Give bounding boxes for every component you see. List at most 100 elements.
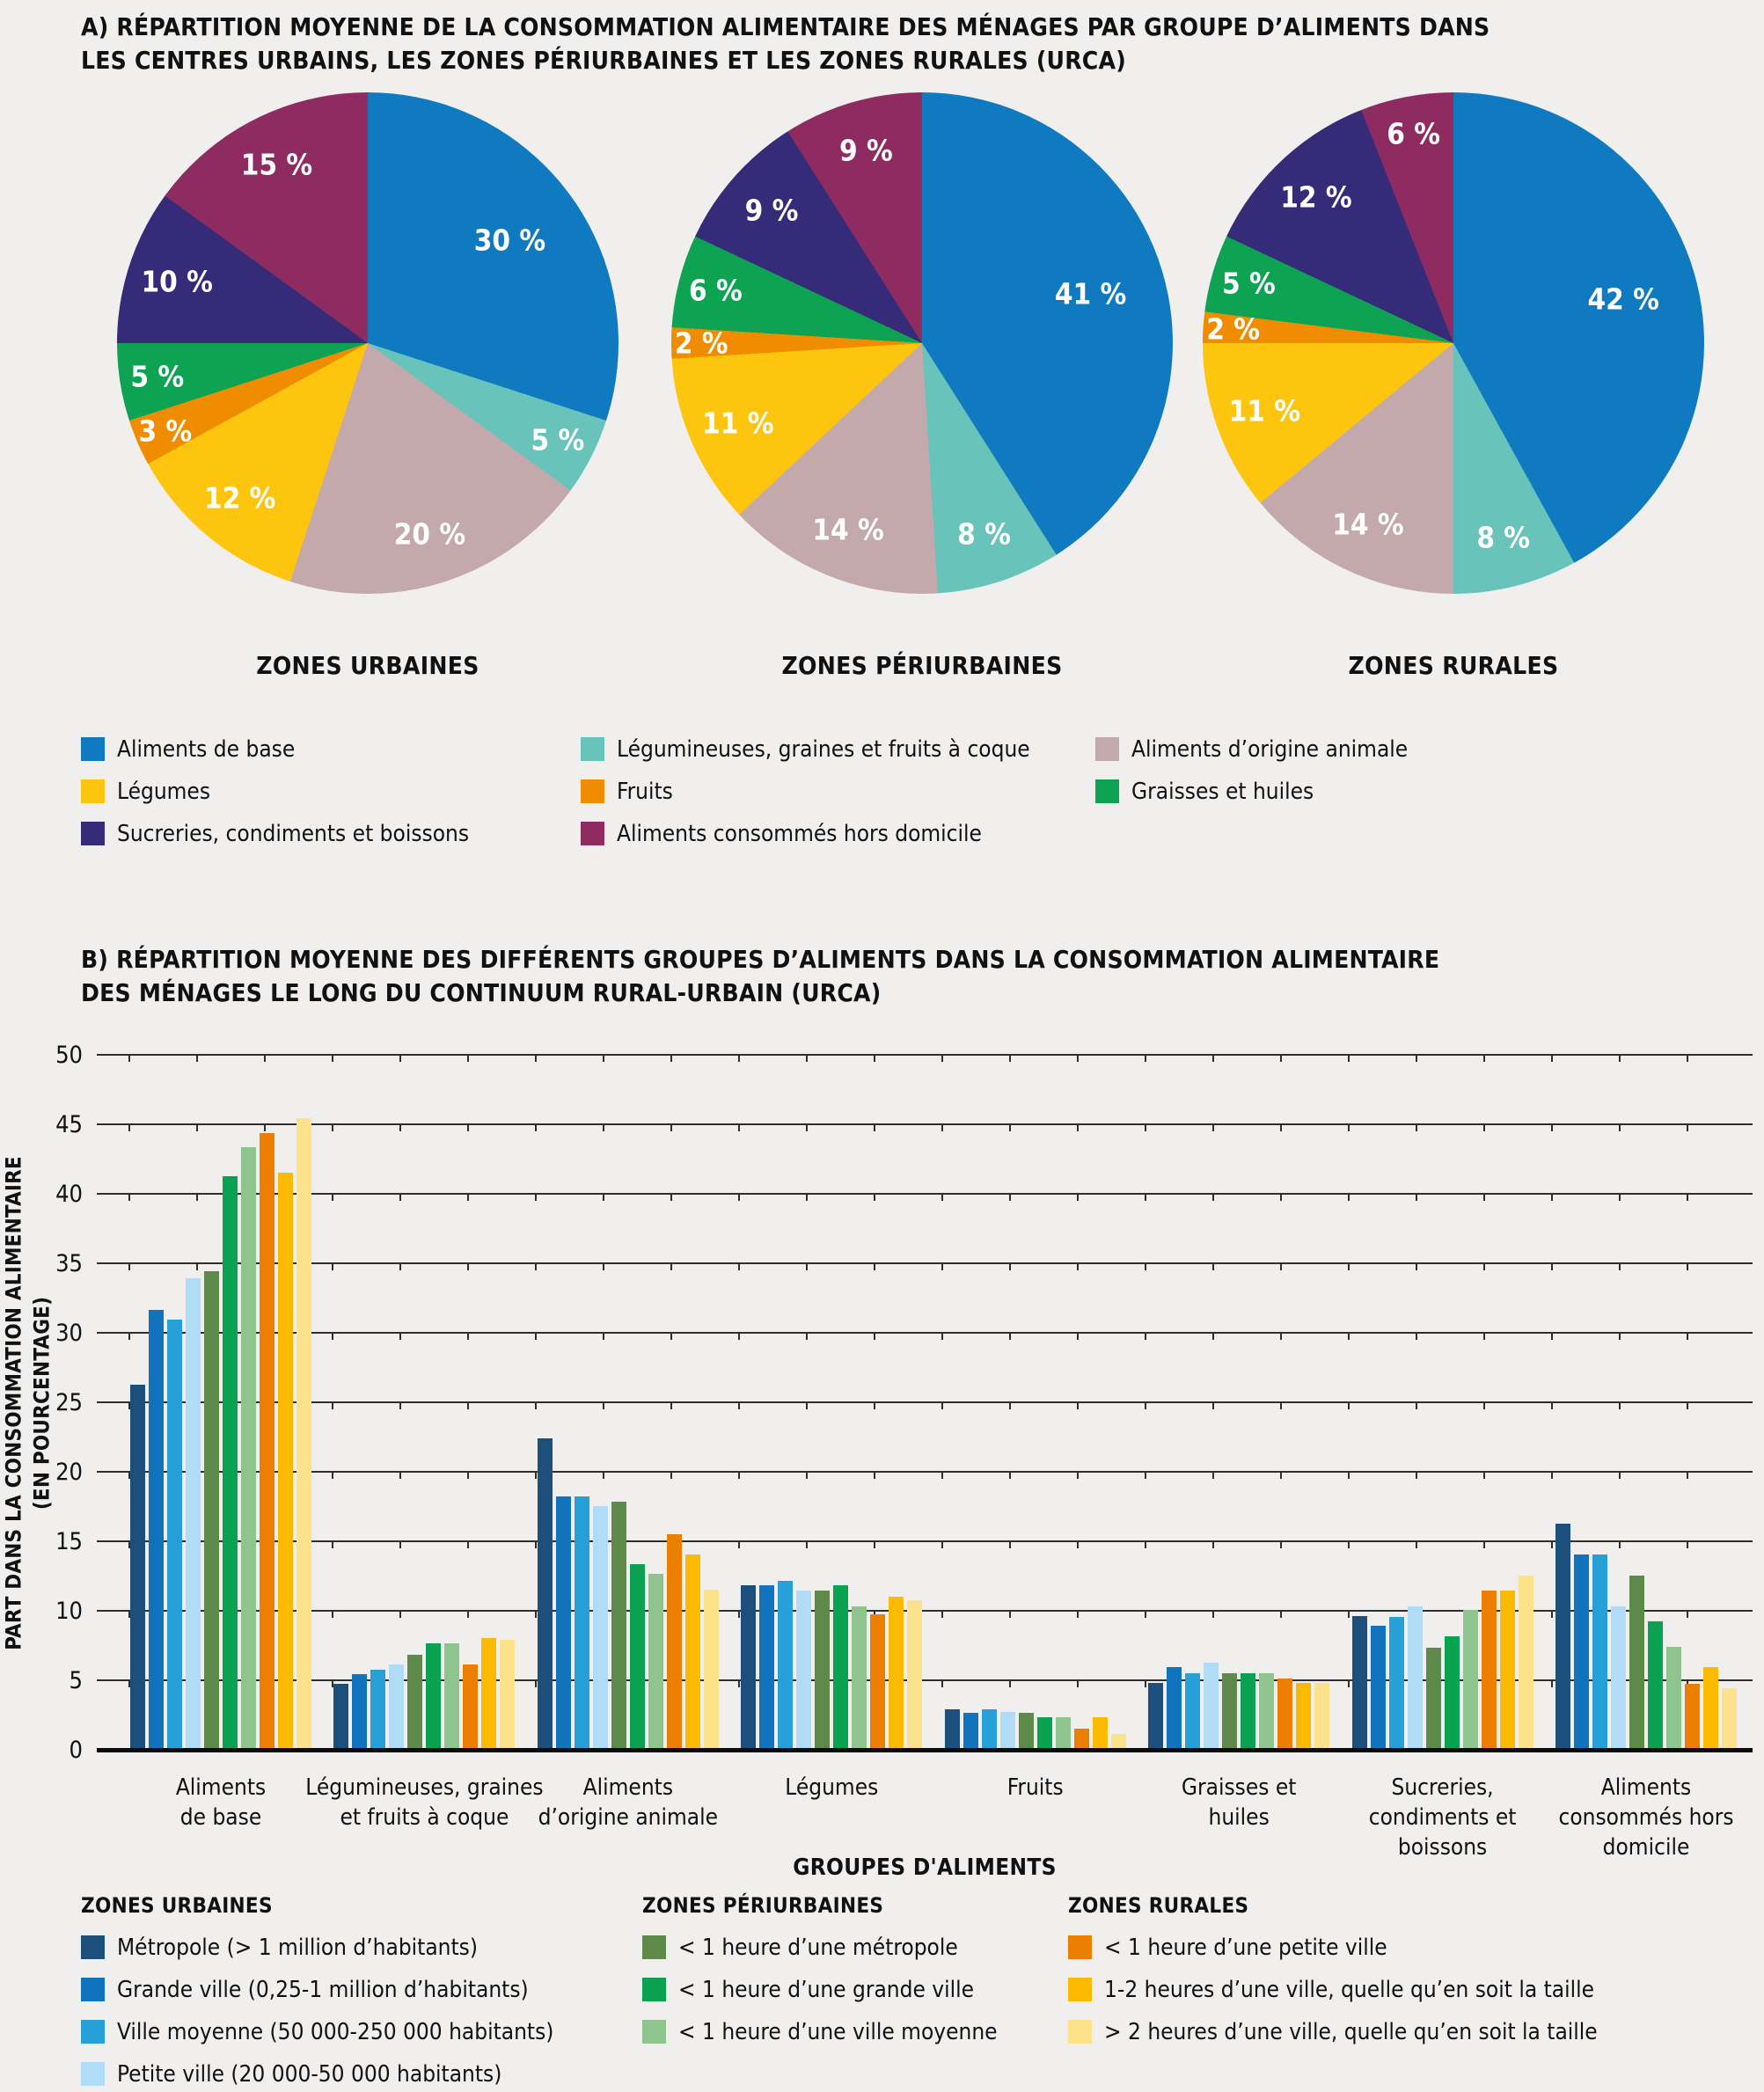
bar xyxy=(167,1320,182,1751)
pie-slice-value: 9 % xyxy=(839,133,893,168)
legend-label: Petite ville (20 000-50 000 habitants) xyxy=(117,2060,502,2088)
bar xyxy=(1241,1672,1256,1751)
bar xyxy=(1314,1682,1330,1751)
legend-swatch xyxy=(81,2020,105,2044)
legend-swatch xyxy=(1095,779,1119,803)
category-label: Légumes xyxy=(785,1774,879,1801)
legend-swatch xyxy=(642,1978,666,2001)
bar xyxy=(833,1584,849,1751)
legend-label: Aliments d’origine animale xyxy=(1131,735,1409,763)
bar xyxy=(130,1385,145,1751)
legend-a-column-1: Aliments de base Légumes Sucreries, condim… xyxy=(81,736,469,864)
category-label: Fruits xyxy=(1006,1774,1064,1801)
bar xyxy=(963,1713,978,1751)
pie-1: 30 % 5 % 20 % 12 % 3 % 5 % 10 % 15 % xyxy=(117,92,618,594)
bar xyxy=(278,1172,293,1751)
legend-label: < 1 heure d’une métropole xyxy=(678,1934,958,1961)
continuum-legend: ZONES URBAINES Métropole (> 1 million d’h… xyxy=(0,1893,1764,2092)
y-tick-label: 20 xyxy=(55,1459,83,1486)
legend-item: Aliments d’origine animale xyxy=(1095,735,1409,763)
legend-item: > 2 heures d’une ville, quelle qu’en soi… xyxy=(1068,2019,1598,2045)
y-tick-label: 30 xyxy=(55,1320,83,1347)
bar xyxy=(1222,1672,1238,1751)
bar xyxy=(666,1533,682,1751)
bar xyxy=(1277,1678,1293,1751)
gridline xyxy=(97,1610,1753,1618)
pie-slice-value: 8 % xyxy=(957,516,1011,552)
legend-item: Métropole (> 1 million d’habitants) xyxy=(81,1934,553,1961)
legend-label: Grande ville (0,25-1 million d’habitants… xyxy=(117,1976,529,2003)
bar xyxy=(370,1670,386,1751)
food-group-legend: Aliments de base Légumes Sucreries, condim… xyxy=(0,735,1764,852)
bar xyxy=(852,1606,867,1751)
y-tick-label: 35 xyxy=(55,1250,83,1277)
bar xyxy=(1370,1625,1386,1751)
legend-label: Légumes xyxy=(117,778,211,805)
x-axis-line xyxy=(97,1748,1753,1752)
panel-b-title: B) RÉPARTITION MOYENNE DES DIFFÉRENTS GR… xyxy=(81,945,1440,1007)
gridline xyxy=(97,1054,1753,1062)
bar xyxy=(1055,1717,1071,1751)
legend-item: Légumes xyxy=(81,778,469,805)
bar xyxy=(1018,1713,1034,1751)
legend-zone-header: ZONES PÉRIURBAINES xyxy=(642,1893,884,1918)
legend-label: Fruits xyxy=(617,778,673,805)
category-label: Aliments de base xyxy=(175,1774,267,1831)
legend-item: Petite ville (20 000-50 000 habitants) xyxy=(81,2060,553,2088)
legend-swatch xyxy=(642,2020,666,2044)
bar xyxy=(426,1643,442,1751)
pie-slice-value: 30 % xyxy=(473,223,546,258)
bar-group-2 xyxy=(333,1056,516,1751)
bar xyxy=(1611,1606,1626,1751)
legend-zone-header: ZONES URBAINES xyxy=(81,1893,273,1918)
bar xyxy=(1185,1672,1201,1751)
pie-2: 41 % 8 % 14 % 11 % 2 % 6 % 9 % 9 % xyxy=(671,92,1173,594)
bar xyxy=(1722,1687,1737,1751)
pie-slice-value: 20 % xyxy=(393,516,466,552)
bar xyxy=(1407,1606,1423,1751)
pie-zone-title: ZONES URBAINES xyxy=(256,651,479,680)
pie-slice-value: 11 % xyxy=(1228,393,1301,428)
pie-slice-value: 42 % xyxy=(1587,282,1659,317)
legend-label: Métropole (> 1 million d’habitants) xyxy=(117,1934,478,1961)
bar xyxy=(1629,1575,1644,1751)
legend-swatch xyxy=(1095,737,1119,761)
legend-label: Ville moyenne (50 000-250 000 habitants) xyxy=(117,2018,554,2045)
bar xyxy=(1167,1667,1182,1751)
bar xyxy=(870,1614,886,1751)
plot-area xyxy=(97,1054,1753,1752)
bar xyxy=(241,1147,256,1751)
category-label: Graisses et huiles xyxy=(1181,1774,1297,1831)
bar xyxy=(574,1496,589,1751)
legend-item: 1-2 heures d’une ville, quelle qu’en soi… xyxy=(1068,1977,1598,2003)
bar-group-4 xyxy=(741,1056,923,1751)
legend-swatch xyxy=(581,822,604,845)
pie-slice-value: 11 % xyxy=(702,406,774,441)
gridline xyxy=(97,1679,1753,1687)
bar xyxy=(1703,1667,1718,1751)
legend-b-column-2: ZONES PÉRIURBAINES < 1 heure d’une métrop… xyxy=(642,1893,998,2062)
bar xyxy=(444,1643,460,1751)
bar xyxy=(500,1639,516,1751)
gridline xyxy=(97,1471,1753,1479)
legend-b-column-1: ZONES URBAINES Métropole (> 1 million d’h… xyxy=(81,1893,553,2092)
legend-item: < 1 heure d’une ville moyenne xyxy=(642,2019,998,2045)
category-label: Légumineuses, graines et fruits à coque xyxy=(305,1774,544,1831)
bar xyxy=(1685,1684,1700,1751)
bar xyxy=(999,1711,1015,1751)
pie-slice-value: 9 % xyxy=(744,193,799,228)
bar xyxy=(1148,1682,1164,1751)
bar xyxy=(1666,1646,1681,1751)
bar xyxy=(481,1638,497,1751)
legend-item: Aliments consommés hors domicile xyxy=(581,821,1030,847)
panel-a-title: A) RÉPARTITION MOYENNE DE LA CONSOMMATIO… xyxy=(81,12,1490,75)
bar xyxy=(648,1574,663,1751)
bar xyxy=(778,1581,794,1751)
pie-slice-value: 8 % xyxy=(1476,520,1531,555)
bar xyxy=(389,1664,405,1751)
bar xyxy=(352,1674,368,1751)
bar-group-8 xyxy=(1555,1056,1737,1751)
legend-item: Grande ville (0,25-1 million d’habitants… xyxy=(81,1976,553,2003)
legend-swatch xyxy=(81,2062,105,2086)
pie-chart-1: 30 % 5 % 20 % 12 % 3 % 5 % 10 % 15 % ZONES URBAI… xyxy=(117,92,618,691)
